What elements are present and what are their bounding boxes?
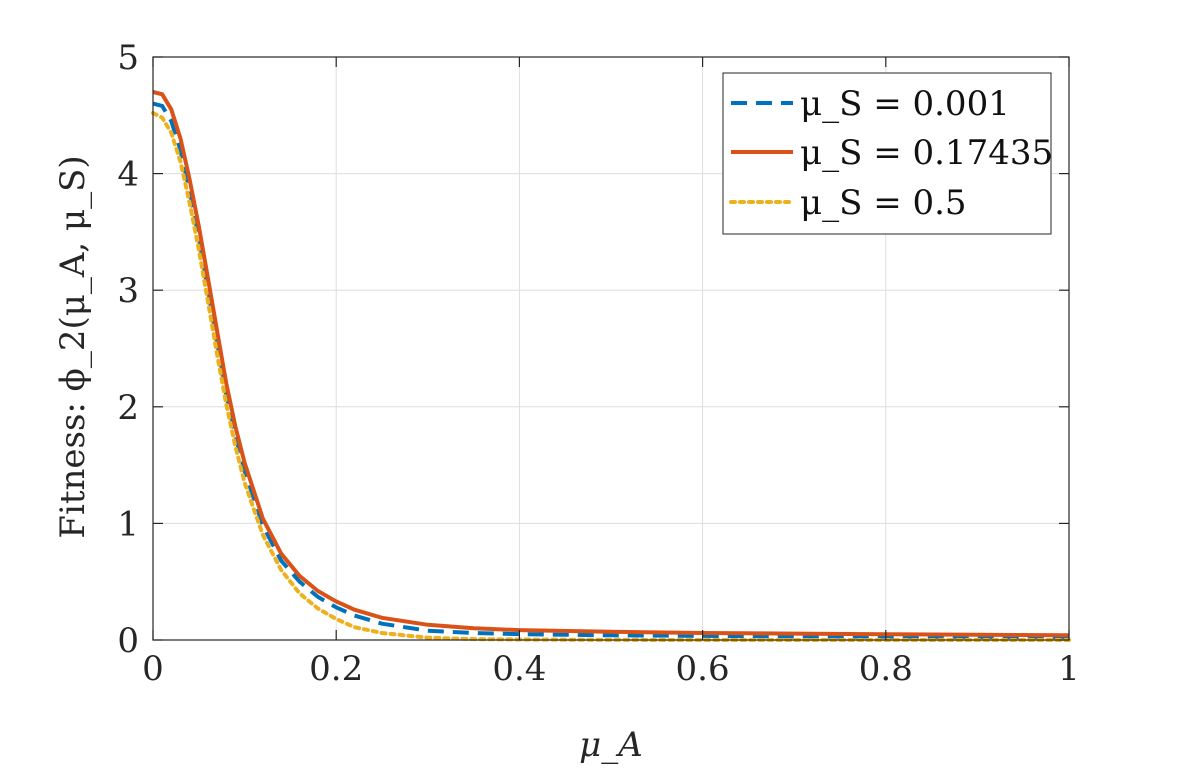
plot-box [152,56,1070,641]
legend-label-3: μ_S = 0.5 [800,183,967,223]
x-axis-label: μ_A [579,725,643,765]
y-tick-label: 3 [117,271,139,311]
legend-label-2: μ_S = 0.17435 [800,133,1053,173]
legend-label-1: μ_S = 0.001 [800,84,1010,124]
axes [152,56,1070,641]
x-ticks: 0 0.2 0.4 0.6 0.8 1 [142,57,1080,689]
y-axis-label: Fitness: ϕ_2(μ_A, μ_S) [53,155,93,538]
legend: μ_S = 0.001 μ_S = 0.17435 μ_S = 0.5 [722,72,1053,235]
x-tick-label: 1 [1058,649,1080,689]
y-tick-label: 5 [117,38,139,78]
x-tick-label: 0.8 [859,649,913,689]
y-tick-label: 1 [117,504,139,544]
series-line-1 [152,101,1070,640]
y-tick-label: 4 [117,155,139,195]
x-tick-label: 0 [142,649,164,689]
x-tick-label: 0.4 [492,649,546,689]
y-ticks: 0 1 2 3 4 5 [117,38,1069,661]
x-tick-label: 0.6 [676,649,730,689]
y-tick-label: 2 [117,388,139,428]
y-tick-label: 0 [117,621,139,661]
x-tick-label: 0.2 [309,649,363,689]
series-line-2 [152,90,1070,638]
